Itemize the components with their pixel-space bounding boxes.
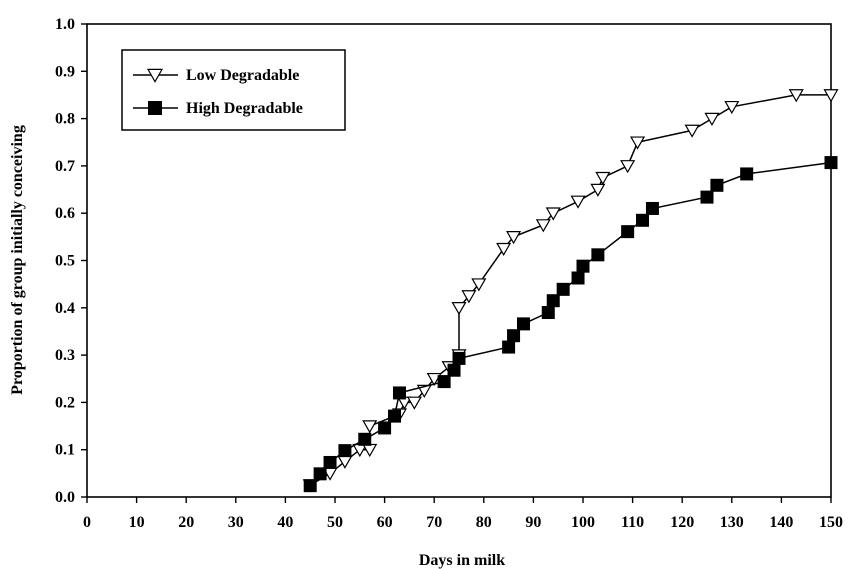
data-point [452, 351, 466, 365]
data-point [338, 444, 352, 458]
data-point [502, 340, 516, 354]
data-point [684, 124, 700, 138]
x-tick-label: 60 [377, 514, 393, 531]
data-point [323, 455, 337, 469]
y-tick-label: 0.5 [55, 253, 75, 270]
data-point [378, 421, 392, 435]
data-point [740, 167, 754, 181]
data-point [570, 195, 586, 209]
x-tick-label: 50 [327, 514, 343, 531]
legend: Low Degradable High Degradable [121, 49, 346, 131]
y-tick-label: 0.8 [55, 111, 75, 128]
series-line [309, 161, 832, 487]
x-tick-label: 0 [83, 514, 91, 531]
data-point [591, 248, 605, 262]
x-tick-label: 150 [819, 514, 843, 531]
data-point [388, 409, 402, 423]
legend-label: Low Degradable [186, 67, 299, 84]
y-axis-title: Proportion of group initially conceiving [9, 125, 26, 395]
x-tick-label: 130 [720, 514, 744, 531]
data-point [576, 259, 590, 273]
data-point [516, 317, 530, 331]
y-tick-label: 0.3 [55, 347, 75, 364]
data-point [535, 219, 551, 233]
legend-label: High Degradable [186, 100, 303, 117]
x-tick-label: 110 [621, 514, 644, 531]
x-tick-label: 10 [129, 514, 145, 531]
data-point [392, 386, 406, 400]
data-point [571, 271, 585, 285]
data-point [824, 156, 838, 170]
y-tick-label: 0.9 [55, 63, 75, 80]
data-point [313, 467, 327, 481]
data-point [636, 213, 650, 227]
data-point [545, 207, 561, 221]
y-tick-label: 1.0 [55, 16, 75, 33]
legend-box [121, 49, 346, 131]
y-tick-label: 0.2 [55, 394, 75, 411]
data-point [630, 136, 646, 150]
y-tick-label: 0.7 [55, 158, 75, 175]
x-tick-label: 80 [476, 514, 492, 531]
y-tick-label: 0.6 [55, 205, 75, 222]
x-tick-label: 120 [670, 514, 694, 531]
data-point [358, 432, 372, 446]
data-point [471, 278, 487, 292]
data-point [496, 242, 512, 257]
y-tick-label: 0.1 [55, 442, 75, 459]
series-high-degradable [303, 156, 838, 493]
x-tick-label: 30 [228, 514, 244, 531]
data-point [546, 294, 560, 308]
x-tick-label: 100 [571, 514, 595, 531]
x-tick-label: 140 [769, 514, 793, 531]
data-point [621, 225, 635, 239]
legend-marker [146, 68, 164, 83]
x-tick-label: 90 [525, 514, 541, 531]
data-point [507, 329, 521, 343]
data-point [724, 100, 740, 115]
data-point [451, 302, 467, 316]
data-point [823, 89, 839, 103]
data-point [437, 375, 451, 389]
data-point [595, 171, 611, 186]
y-tick-label: 0.4 [55, 300, 75, 317]
x-tick-label: 20 [178, 514, 194, 531]
data-point [710, 178, 724, 192]
data-point [362, 420, 378, 434]
data-point [461, 290, 477, 304]
data-point [700, 190, 714, 204]
series-layer [302, 89, 839, 493]
x-axis-title: Days in milk [419, 552, 505, 569]
data-point [620, 160, 636, 174]
x-tick-label: 70 [426, 514, 442, 531]
data-point [704, 112, 720, 126]
data-point [788, 89, 804, 103]
data-point [426, 372, 442, 387]
y-tick-label: 0.0 [55, 489, 75, 506]
data-point [506, 231, 522, 245]
data-point [447, 363, 461, 377]
x-tick-label: 40 [277, 514, 293, 531]
data-point [303, 479, 317, 493]
data-point [406, 396, 422, 410]
data-point [590, 183, 606, 197]
data-point [541, 306, 555, 320]
data-point [556, 282, 570, 296]
data-point [645, 201, 659, 215]
legend-marker [148, 101, 162, 115]
axes: 0 10 20 30 40 50 60 70 80 90 100 110 120 130 140 150 0.0… [55, 16, 843, 531]
